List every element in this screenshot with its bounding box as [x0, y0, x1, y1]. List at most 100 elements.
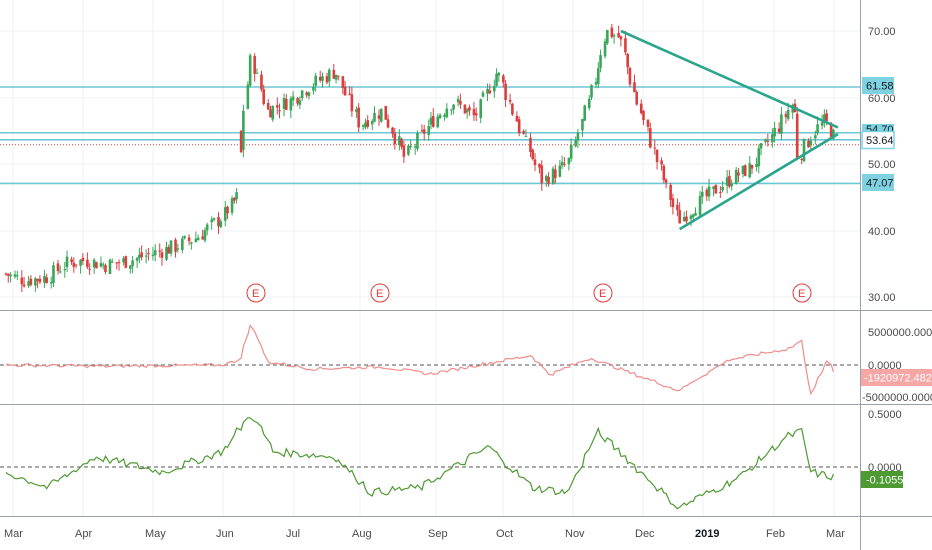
- candle[interactable]: [606, 29, 609, 44]
- candle[interactable]: [386, 119, 390, 128]
- candle[interactable]: [820, 122, 824, 126]
- candle[interactable]: [694, 212, 697, 216]
- candle[interactable]: [242, 110, 245, 150]
- candle[interactable]: [438, 115, 442, 119]
- candle[interactable]: [574, 140, 577, 147]
- candle[interactable]: [737, 172, 740, 176]
- candle[interactable]: [275, 105, 279, 108]
- candle[interactable]: [124, 256, 128, 268]
- candle[interactable]: [248, 55, 252, 86]
- candle[interactable]: [400, 138, 403, 147]
- candle[interactable]: [474, 113, 478, 116]
- earnings-marker[interactable]: E: [593, 283, 613, 303]
- candle[interactable]: [676, 204, 679, 211]
- candle[interactable]: [456, 98, 460, 103]
- candle[interactable]: [6, 273, 10, 276]
- candle[interactable]: [436, 116, 440, 128]
- candle[interactable]: [63, 268, 67, 271]
- candle[interactable]: [269, 109, 272, 118]
- candle[interactable]: [101, 264, 105, 266]
- candle[interactable]: [95, 262, 98, 269]
- candle[interactable]: [599, 55, 602, 69]
- candle[interactable]: [217, 216, 220, 227]
- candle[interactable]: [662, 165, 666, 181]
- candle[interactable]: [337, 75, 340, 77]
- candlesticks[interactable]: [4, 24, 835, 292]
- candle[interactable]: [422, 129, 426, 134]
- candle[interactable]: [341, 76, 345, 89]
- candle[interactable]: [825, 113, 828, 122]
- candle[interactable]: [814, 135, 817, 139]
- candle[interactable]: [203, 230, 207, 241]
- candle[interactable]: [246, 84, 250, 109]
- candle[interactable]: [646, 119, 650, 127]
- candle[interactable]: [766, 140, 770, 142]
- candle[interactable]: [86, 259, 89, 267]
- candle[interactable]: [398, 136, 401, 146]
- candle[interactable]: [391, 127, 394, 134]
- candle[interactable]: [540, 165, 544, 184]
- candle[interactable]: [201, 236, 204, 240]
- candle[interactable]: [481, 92, 485, 97]
- candle[interactable]: [235, 192, 238, 200]
- candle[interactable]: [700, 191, 704, 197]
- candle[interactable]: [409, 146, 412, 148]
- candle[interactable]: [379, 108, 383, 122]
- candle[interactable]: [741, 165, 745, 174]
- candle[interactable]: [357, 107, 360, 128]
- candle[interactable]: [239, 130, 243, 153]
- candle[interactable]: [350, 94, 354, 112]
- candle[interactable]: [343, 86, 347, 96]
- candle[interactable]: [413, 146, 417, 148]
- candle[interactable]: [402, 145, 406, 157]
- candle[interactable]: [443, 115, 446, 117]
- candle[interactable]: [226, 206, 229, 214]
- candle[interactable]: [802, 139, 806, 162]
- trendline[interactable]: [679, 132, 839, 231]
- candle[interactable]: [56, 263, 60, 272]
- earnings-marker[interactable]: E: [792, 283, 812, 303]
- candle[interactable]: [92, 259, 96, 268]
- candle[interactable]: [110, 261, 114, 263]
- candle[interactable]: [36, 279, 39, 281]
- candle[interactable]: [551, 168, 555, 184]
- oscillator-1-line[interactable]: [5, 324, 834, 396]
- candle[interactable]: [633, 82, 636, 93]
- candle[interactable]: [223, 207, 227, 221]
- candle[interactable]: [70, 259, 73, 263]
- candle[interactable]: [795, 113, 799, 159]
- candle[interactable]: [628, 68, 632, 85]
- candle[interactable]: [639, 103, 643, 114]
- oscillator-1-pane[interactable]: [0, 324, 860, 396]
- candle[interactable]: [72, 262, 76, 267]
- oscillator-2-pane[interactable]: [0, 417, 860, 510]
- candle[interactable]: [755, 164, 758, 167]
- candle[interactable]: [590, 85, 593, 98]
- candle[interactable]: [416, 132, 419, 149]
- candle[interactable]: [165, 247, 168, 260]
- candle[interactable]: [325, 76, 329, 83]
- candle[interactable]: [612, 35, 616, 37]
- candle[interactable]: [531, 149, 535, 160]
- candle[interactable]: [187, 237, 191, 242]
- candle[interactable]: [757, 148, 761, 167]
- candle[interactable]: [508, 99, 512, 102]
- candle[interactable]: [468, 107, 471, 111]
- candle[interactable]: [452, 104, 455, 110]
- candle[interactable]: [233, 197, 236, 201]
- candle[interactable]: [682, 216, 686, 222]
- candle[interactable]: [296, 97, 299, 104]
- candle[interactable]: [194, 238, 198, 242]
- candle[interactable]: [624, 38, 627, 53]
- candle[interactable]: [260, 74, 263, 90]
- candle[interactable]: [74, 264, 78, 266]
- price-axis[interactable]: 70.00 60.00 50.00 40.00 30.00: [868, 26, 896, 304]
- candle[interactable]: [20, 277, 24, 285]
- candle[interactable]: [533, 159, 537, 166]
- candle[interactable]: [603, 41, 607, 57]
- candle[interactable]: [407, 145, 410, 155]
- candle[interactable]: [429, 117, 433, 125]
- candle[interactable]: [230, 198, 234, 213]
- candle[interactable]: [88, 268, 91, 270]
